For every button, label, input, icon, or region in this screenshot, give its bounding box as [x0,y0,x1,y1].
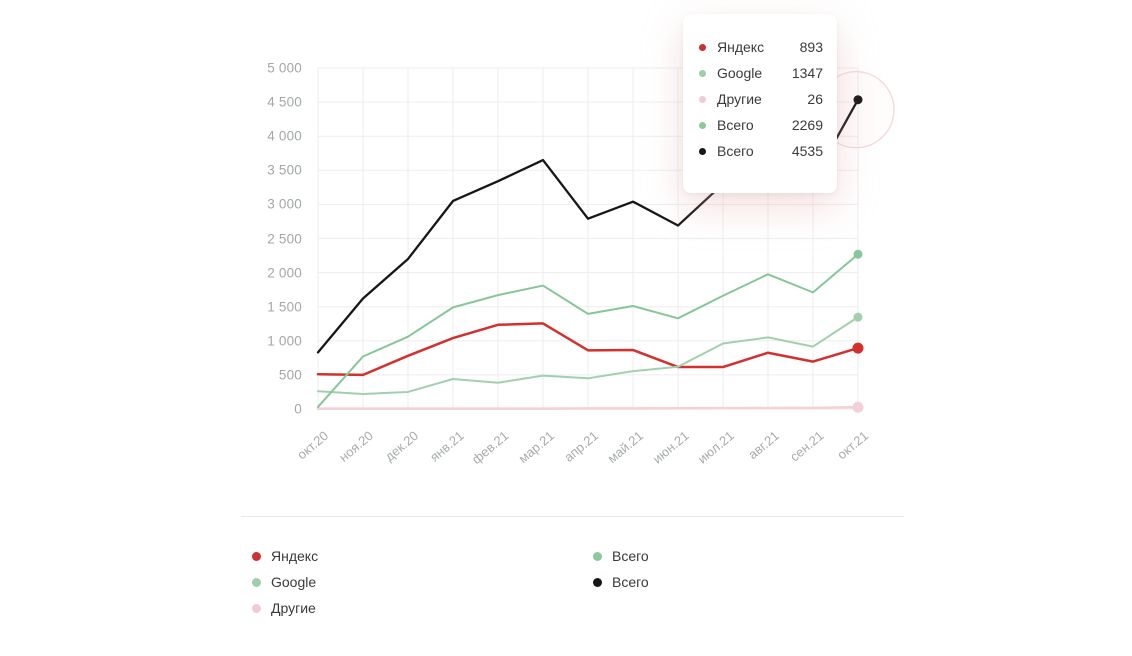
y-axis-tick-label: 3 500 [267,162,302,178]
series-line-total-green [317,253,859,408]
legend-item-label: Другие [271,600,316,616]
y-axis-tick-label: 2 500 [267,231,302,246]
tooltip-row: Яндекс 893 [699,34,823,60]
legend-item-label: Google [271,574,317,590]
tooltip-row: Всего 2269 [699,112,823,138]
data-point-dot-yandex[interactable] [852,342,864,354]
legend-item-label: Всего [612,548,649,564]
y-axis-tick-label: 5 000 [267,60,302,76]
tooltip-series-label: Другие [717,91,762,107]
tooltip-series-dot-icon [699,121,706,129]
legend-dot-icon [593,551,602,561]
y-axis-tick-label: 4 500 [267,94,302,110]
legend-dot-icon [252,551,261,561]
tooltip-series-label: Яндекс [717,39,765,55]
tooltip-series-label: Google [717,65,763,81]
y-axis-tick-label: 1 500 [267,299,302,315]
series-line-google [317,316,859,395]
data-point-dot-total-black[interactable] [853,95,863,105]
y-axis-tick-label: 2 000 [267,265,302,281]
tooltip-series-value: 26 [807,91,823,107]
legend-item[interactable]: Другие [252,595,318,621]
legend-item[interactable]: Всего [593,543,649,569]
tooltip-series-dot-icon [699,95,706,103]
legend-dot-icon [593,577,602,587]
y-axis-tick-label: 1 000 [267,333,302,349]
tooltip-row: Google 1347 [699,60,823,86]
legend-column-right: Всего Всего [593,543,649,595]
data-point-dot-total-green[interactable] [853,249,863,259]
tooltip-series-value: 4535 [791,143,823,159]
tooltip-series-dot-icon [699,147,706,155]
legend-item[interactable]: Всего [593,569,649,595]
tooltip-series-label: Всего [717,117,754,133]
legend-item[interactable]: Google [252,569,318,595]
legend-item[interactable]: Яндекс [252,543,318,569]
legend-item-label: Всего [612,574,649,590]
tooltip-series-dot-icon [699,43,706,51]
tooltip-series-value: 1347 [791,65,823,81]
series-line-yandex [316,322,860,377]
y-axis-tick-label: 500 [278,367,302,383]
data-point-dot-google[interactable] [853,312,863,322]
y-axis-tick-label: 4 000 [267,128,302,144]
tooltip-series-value: 2269 [791,117,823,133]
tooltip-row: Всего 4535 [699,138,823,164]
data-point-dot-others[interactable] [852,401,864,413]
y-axis-tick-label: 3 000 [267,196,302,212]
legend-item-label: Яндекс [271,548,319,564]
legend-column-left: Яндекс Google Другие [252,543,318,621]
legend-dot-icon [252,577,261,587]
tooltip-row: Другие 26 [699,86,823,112]
tooltip-series-label: Всего [717,143,754,159]
y-axis-tick-label: 0 [294,401,302,417]
legend-dot-icon [252,603,261,613]
legend-divider [241,516,904,517]
tooltip-series-value: 893 [799,39,823,55]
chart-tooltip: Яндекс 893 Google 1347 Другие 26 Всего 2269 Всег… [683,14,837,193]
series-line-others [316,405,860,410]
tooltip-series-dot-icon [699,69,706,77]
